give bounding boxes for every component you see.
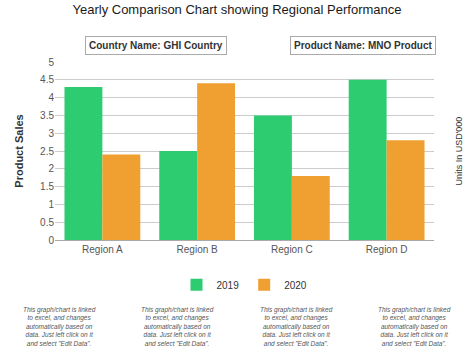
svg-text:Units In USD'000: Units In USD'000 (454, 117, 464, 186)
svg-text:Region C: Region C (271, 244, 313, 255)
svg-text:Region B: Region B (177, 244, 218, 255)
svg-text:3: 3 (48, 128, 54, 139)
svg-text:3.5: 3.5 (40, 110, 54, 121)
svg-text:This graph/chart is linkedto e: This graph/chart is linkedto excel, and … (141, 306, 214, 347)
svg-text:2020: 2020 (284, 280, 307, 291)
svg-text:2: 2 (48, 163, 54, 174)
svg-text:This graph/chart is linkedto e: This graph/chart is linkedto excel, and … (23, 306, 96, 347)
svg-text:Product Sales: Product Sales (13, 114, 25, 187)
svg-text:This graph/chart is linkedto e: This graph/chart is linkedto excel, and … (378, 306, 451, 347)
svg-text:1: 1 (48, 199, 54, 210)
svg-text:Region A: Region A (82, 244, 123, 255)
svg-text:5: 5 (48, 57, 54, 68)
svg-text:0: 0 (48, 235, 54, 246)
svg-text:Yearly Comparison Chart showin: Yearly Comparison Chart showing Regional… (72, 2, 401, 17)
svg-text:Region D: Region D (366, 244, 408, 255)
svg-text:1.5: 1.5 (40, 181, 54, 192)
svg-text:4: 4 (48, 92, 54, 103)
svg-text:Country Name: GHI Country: Country Name: GHI Country (89, 40, 223, 51)
svg-text:2019: 2019 (217, 280, 240, 291)
svg-text:2.5: 2.5 (40, 146, 54, 157)
svg-text:Product Name: MNO Product: Product Name: MNO Product (294, 40, 432, 51)
svg-text:0.5: 0.5 (40, 217, 54, 228)
svg-text:This graph/chart is linkedto e: This graph/chart is linkedto excel, and … (260, 306, 333, 347)
svg-text:4.5: 4.5 (40, 74, 54, 85)
